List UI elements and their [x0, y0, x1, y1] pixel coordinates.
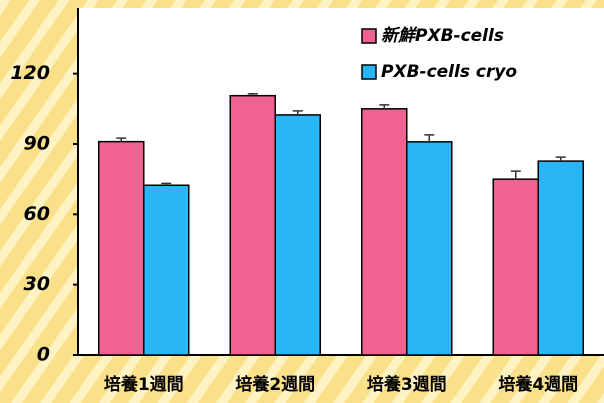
bar	[493, 179, 538, 355]
x-tick-label: 培養1週間	[104, 374, 184, 395]
bar	[407, 142, 452, 355]
legend-swatch	[362, 29, 376, 43]
legend-label: 新鮮PXB-cells	[381, 26, 504, 46]
bar	[275, 115, 320, 355]
x-tick-label: 培養2週間	[235, 374, 315, 395]
bar	[538, 161, 583, 355]
y-tick-label: 0	[37, 344, 50, 366]
legend-swatch	[362, 65, 376, 79]
bar	[144, 185, 189, 355]
chart: 0 30 60 90 120 培養1週間 培養2週間 培養3週間 培養4週間 新鮮PXB-cell…	[0, 0, 604, 403]
y-tick-label: 30	[24, 273, 50, 295]
y-tick-label: 90	[24, 132, 50, 154]
x-tick-label: 培養3週間	[367, 374, 447, 395]
bar	[99, 142, 144, 355]
legend-label: PXB-cells cryo	[381, 62, 517, 82]
bar	[362, 109, 407, 355]
bar	[230, 96, 275, 355]
x-tick-label: 培養4週間	[498, 374, 578, 395]
y-tick-label: 60	[24, 203, 50, 225]
y-tick-label: 120	[10, 62, 50, 84]
